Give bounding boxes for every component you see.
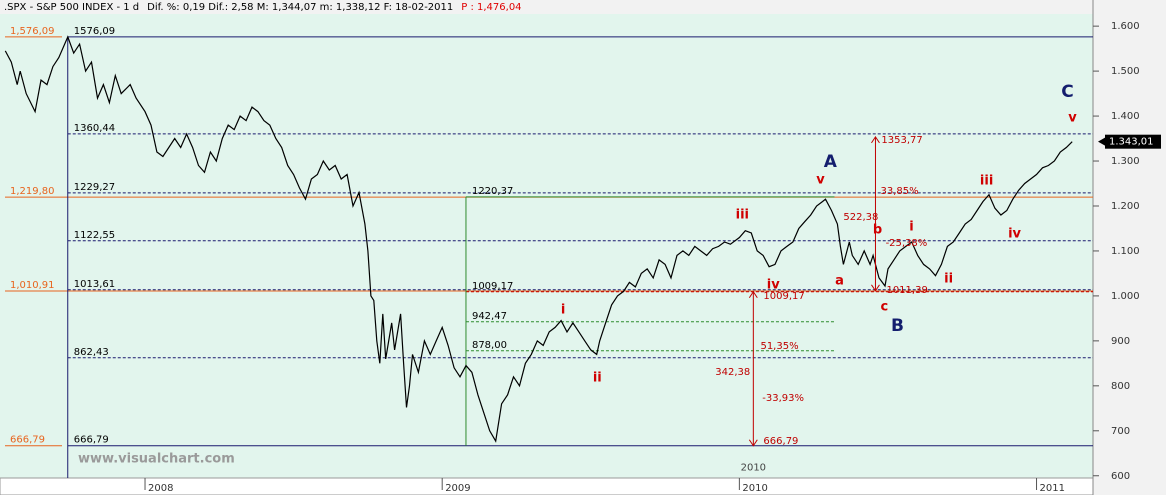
y-tick-label: 700 bbox=[1111, 426, 1130, 437]
level-label: 666,79 bbox=[74, 435, 109, 446]
annotation: iii bbox=[736, 207, 749, 222]
annotation: 666,79 bbox=[763, 436, 798, 447]
annotation: b bbox=[873, 222, 882, 237]
annotation: A bbox=[824, 152, 838, 172]
annotation: ii bbox=[593, 370, 602, 385]
y-tick-label: 1.100 bbox=[1111, 246, 1140, 257]
y-tick-label: 1.400 bbox=[1111, 111, 1140, 122]
annotation: i bbox=[561, 302, 565, 317]
annotation: -25,38% bbox=[886, 238, 928, 249]
arrow-head bbox=[871, 284, 880, 292]
level-label: 1220,37 bbox=[472, 186, 513, 197]
x-tick-label: 2009 bbox=[445, 483, 470, 494]
price-line bbox=[4, 35, 1073, 443]
plot-area bbox=[0, 14, 1093, 478]
y-tick-label: 1.600 bbox=[1111, 21, 1140, 32]
arrow-head bbox=[748, 290, 758, 299]
x-tick-label: 2011 bbox=[1040, 483, 1065, 494]
side-level-label: 1,010,91 bbox=[10, 280, 55, 291]
y-tick-label: 1.000 bbox=[1111, 291, 1140, 302]
annotation: a bbox=[835, 273, 844, 288]
level-label: 1013,61 bbox=[74, 279, 115, 290]
y-tick-label: 600 bbox=[1111, 471, 1130, 482]
annotation: iv bbox=[1008, 226, 1021, 241]
annotation: v bbox=[1068, 111, 1077, 126]
last-price-box bbox=[1105, 134, 1161, 149]
level-label: 878,00 bbox=[472, 340, 507, 351]
arrow-head bbox=[748, 439, 758, 447]
annotation: 2010 bbox=[741, 463, 766, 474]
annotation: B bbox=[891, 316, 904, 336]
annotation: 342,38 bbox=[715, 367, 750, 378]
header-stats: Dif. %: 0,19 Dif.: 2,58 M: 1,344,07 m: 1… bbox=[147, 2, 453, 13]
annotation: c bbox=[881, 299, 889, 314]
annotation: 1353,77 bbox=[881, 135, 922, 146]
level-label: 1229,27 bbox=[74, 182, 115, 193]
annotation: -33,93% bbox=[762, 393, 804, 404]
annotation: v bbox=[816, 172, 825, 187]
annotation: 51,35% bbox=[760, 341, 798, 352]
annotation: iii bbox=[980, 173, 993, 188]
side-level-label: 666,79 bbox=[10, 435, 45, 446]
annotation: 1011,39 bbox=[886, 285, 927, 296]
y-tick-label: 900 bbox=[1111, 336, 1130, 347]
level-label: 942,47 bbox=[472, 311, 507, 322]
level-label: 1576,09 bbox=[74, 26, 115, 37]
level-label: 1122,55 bbox=[74, 230, 115, 241]
last-price-pointer bbox=[1098, 137, 1105, 146]
annotation: 33,85% bbox=[881, 186, 919, 197]
y-tick-label: 800 bbox=[1111, 381, 1130, 392]
level-label: 862,43 bbox=[74, 347, 109, 358]
x-tick-label: 2010 bbox=[742, 483, 767, 494]
header-price: P : 1,476,04 bbox=[461, 2, 521, 13]
side-level-label: 1,219,80 bbox=[10, 186, 55, 197]
x-tick-label: 2008 bbox=[148, 483, 173, 494]
arrow-head bbox=[871, 135, 880, 144]
header-symbol: .SPX - S&P 500 INDEX - 1 d bbox=[4, 2, 139, 13]
y-tick-label: 1.500 bbox=[1111, 66, 1140, 77]
side-level-label: 1,576,09 bbox=[10, 26, 55, 37]
annotation: C bbox=[1061, 82, 1073, 102]
annotation: 522,38 bbox=[843, 212, 878, 223]
annotation: ii bbox=[944, 271, 953, 286]
level-label: 1360,44 bbox=[74, 123, 115, 134]
annotation: 1009,17 bbox=[763, 291, 804, 302]
annotation: i bbox=[909, 219, 913, 234]
watermark: www.visualchart.com bbox=[78, 452, 235, 467]
annotation: iv bbox=[767, 277, 780, 292]
y-tick-label: 1.300 bbox=[1111, 156, 1140, 167]
level-label: 1009,17 bbox=[472, 281, 513, 292]
last-price-label: 1.343,01 bbox=[1109, 137, 1154, 148]
y-tick-label: 1.200 bbox=[1111, 201, 1140, 212]
